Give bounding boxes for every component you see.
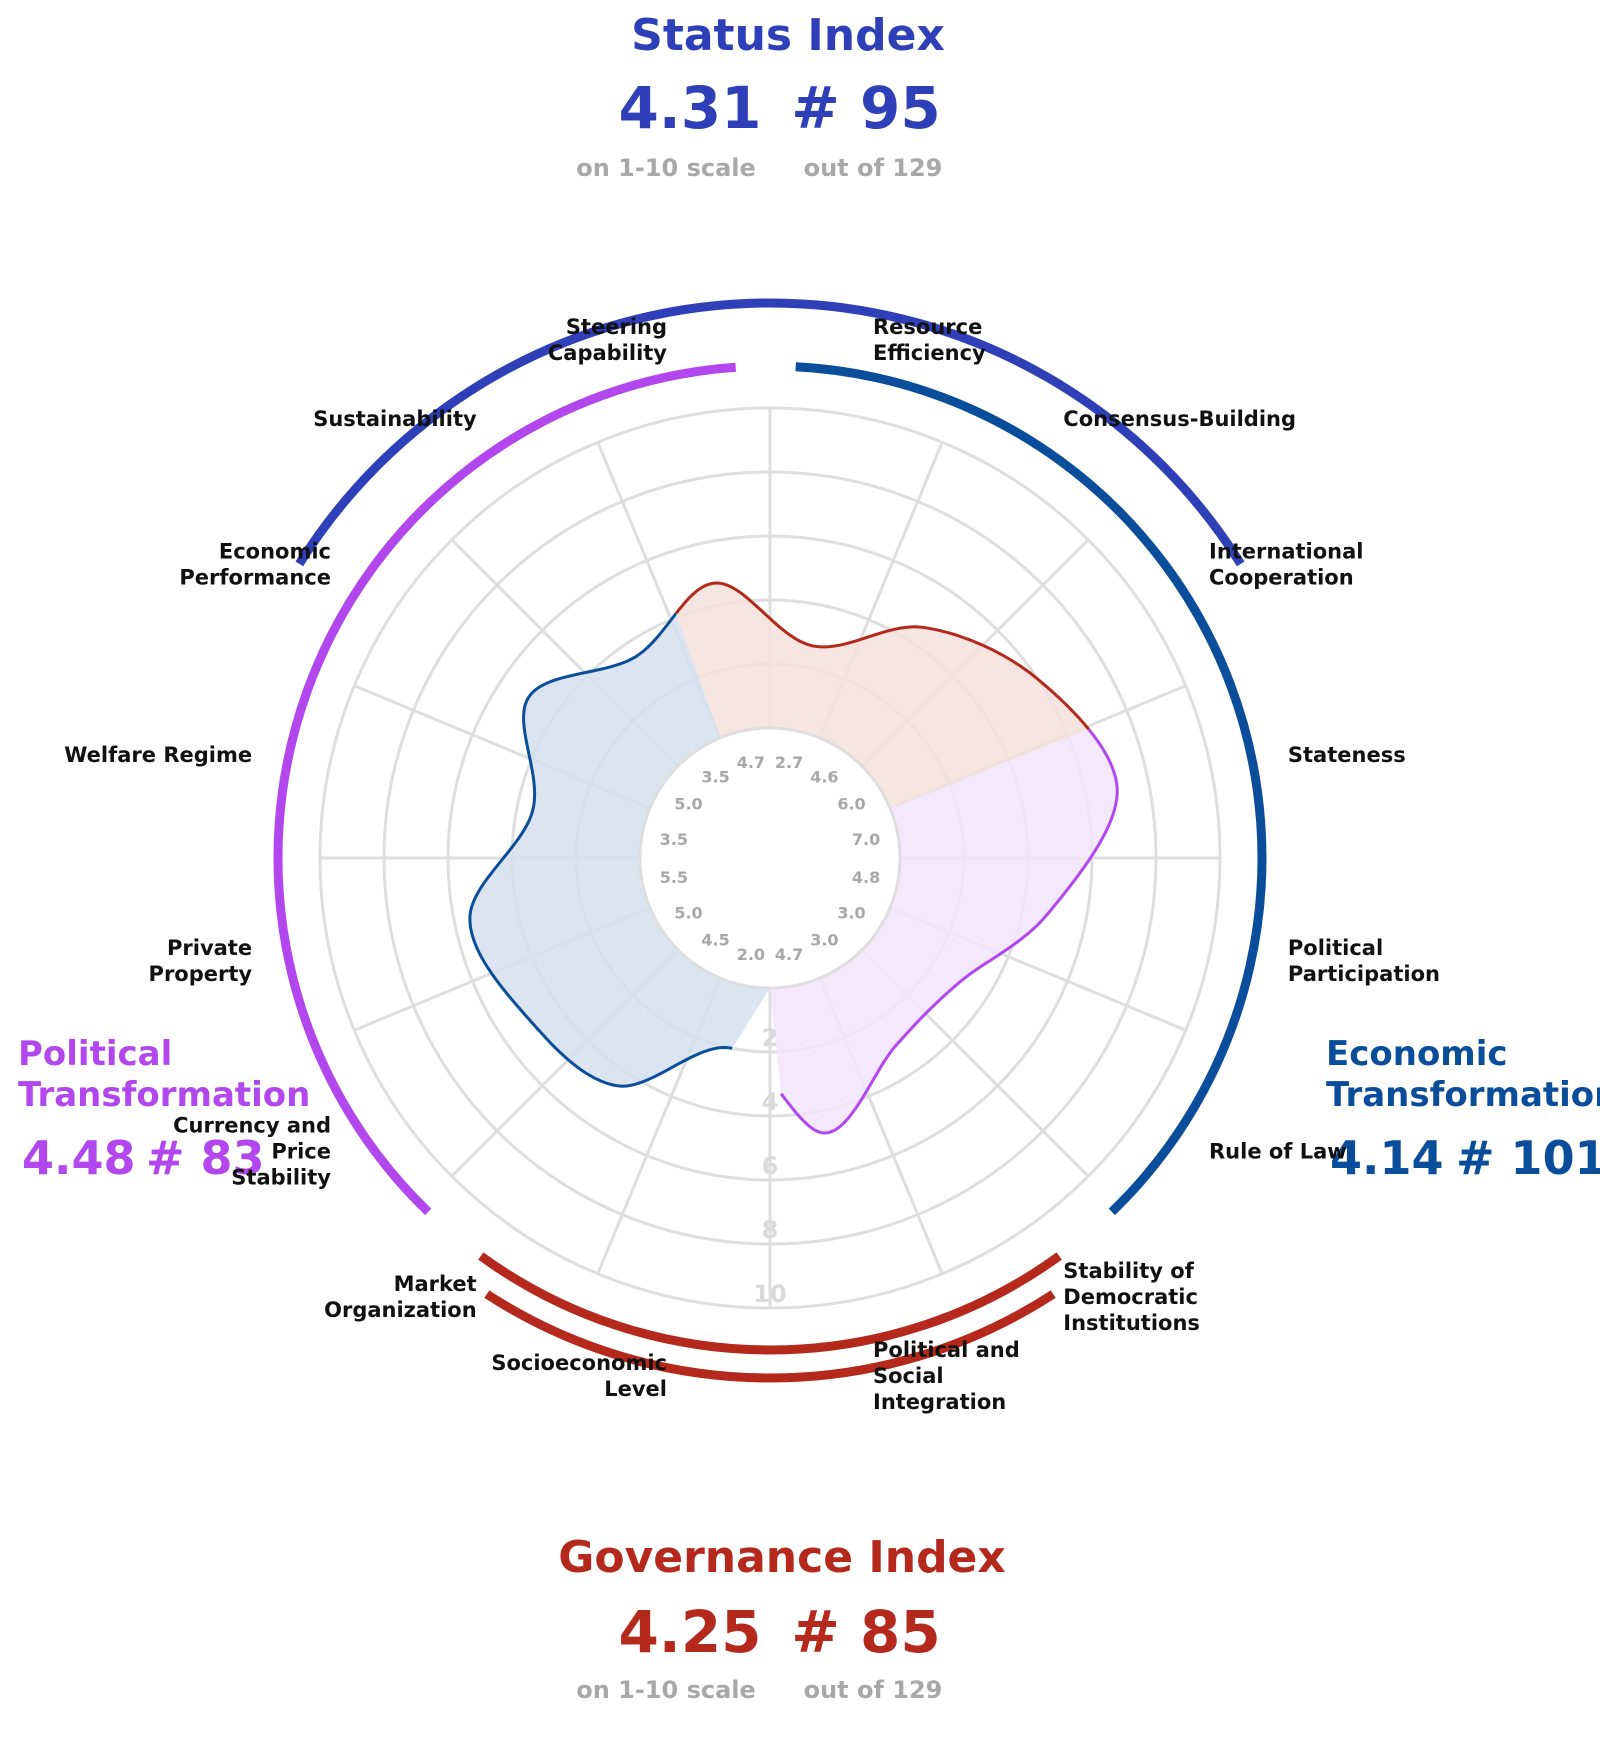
value-label: 7.0	[852, 830, 880, 849]
value-label: 2.0	[737, 945, 765, 964]
status-index-score: 4.31	[618, 74, 761, 142]
political-transformation-rank: # 83	[146, 1131, 265, 1185]
dimension-label: Political and Social Integration	[873, 1338, 1020, 1414]
economic-transformation-score: 4.14	[1330, 1131, 1444, 1185]
economic-transformation-title-line1: Economic	[1326, 1034, 1508, 1074]
value-label: 4.8	[852, 868, 880, 887]
governance-index-score-note: on 1-10 scale	[576, 1676, 756, 1704]
value-label: 4.7	[775, 945, 803, 964]
value-label: 4.6	[810, 768, 838, 787]
scale-tick-label: 4	[762, 1088, 779, 1116]
governance-index-arc	[484, 1290, 1056, 1383]
political-line	[779, 728, 1119, 1135]
governance-area	[676, 583, 1089, 809]
political-area	[770, 729, 1118, 1133]
value-label: 3.5	[701, 768, 729, 787]
radar-scale-ticks: 2 4 6 8 10	[753, 1024, 786, 1308]
dimension-label: Currency and Price Stability	[173, 1113, 331, 1189]
dimension-label: Resource Efficiency	[873, 315, 986, 365]
political-transformation-header: Political Transformation 4.48 # 83	[18, 1034, 310, 1185]
dimension-label: Economic Performance	[179, 540, 331, 590]
dimension-label: Stateness	[1288, 743, 1406, 767]
dimension-label: Stability of Democratic Institutions	[1063, 1259, 1200, 1335]
political-transformation-score: 4.48	[22, 1131, 136, 1185]
value-label: 5.0	[674, 795, 702, 814]
radar-value-labels: 2.0 4.5 5.0 5.5 3.5 5.0 3.5 4.7 2.7 4.6 6.0 7.0 4.8 3…	[660, 753, 881, 964]
index-arcs	[273, 298, 1267, 1383]
status-index-rank: # 95	[791, 74, 941, 142]
governance-arc	[478, 1252, 1062, 1355]
value-label: 4.5	[701, 931, 729, 950]
dimension-label: International Cooperation	[1209, 540, 1364, 590]
dimension-label: Socioeconomic Level	[491, 1351, 667, 1401]
dimension-label: Market Organization	[324, 1272, 477, 1322]
value-label: 5.0	[674, 903, 702, 922]
governance-index-header: Governance Index 4.25 # 85 on 1-10 scale…	[558, 1532, 1006, 1704]
economic-transformation-rank: # 101	[1456, 1131, 1600, 1185]
status-index-title: Status Index	[631, 10, 945, 61]
value-label: 3.5	[660, 830, 688, 849]
dimension-label: Sustainability	[313, 407, 477, 431]
economic-transformation-header: Economic Transformation 4.14 # 101	[1326, 1034, 1600, 1185]
value-label: 6.0	[837, 795, 865, 814]
economic-area	[469, 613, 770, 1087]
dimension-label: Private Property	[149, 936, 253, 986]
governance-index-rank: # 85	[791, 1598, 941, 1666]
scale-tick-label: 8	[762, 1216, 779, 1244]
political-transformation-arc	[273, 362, 737, 1216]
economic-transformation-arc	[795, 362, 1267, 1216]
political-transformation-title-line1: Political	[18, 1034, 172, 1074]
value-label: 5.5	[660, 868, 688, 887]
radar-areas	[468, 581, 1119, 1135]
status-index-rank-note: out of 129	[804, 154, 943, 182]
status-index-header: Status Index 4.31 # 95 on 1-10 scale out…	[576, 10, 945, 182]
radar-center	[638, 726, 902, 990]
scale-tick-label: 6	[762, 1152, 779, 1180]
governance-index-title: Governance Index	[558, 1532, 1006, 1583]
dimension-label: Consensus-Building	[1063, 407, 1296, 431]
value-label: 3.0	[810, 931, 838, 950]
economic-line	[468, 612, 733, 1088]
value-label: 3.0	[837, 903, 865, 922]
governance-index-rank-note: out of 129	[804, 1676, 943, 1704]
status-index-arc	[295, 298, 1245, 567]
dimension-label: Welfare Regime	[64, 743, 252, 767]
radar-dimension-labels: Socioeconomic Level Market Organization Curr…	[64, 315, 1440, 1414]
scale-tick-label: 2	[762, 1024, 779, 1052]
political-transformation-title-line2: Transformation	[18, 1075, 310, 1115]
dimension-label: Steering Capability	[548, 315, 667, 365]
radar-inner-circle	[638, 726, 902, 990]
governance-line	[674, 581, 1091, 731]
value-label: 2.7	[775, 753, 803, 772]
value-label: 4.7	[737, 753, 765, 772]
dimension-label: Political Participation	[1288, 936, 1440, 986]
dimension-label: Rule of Law	[1209, 1139, 1347, 1163]
governance-index-score: 4.25	[618, 1598, 761, 1666]
economic-transformation-title-line2: Transformation	[1326, 1075, 1600, 1115]
status-index-score-note: on 1-10 scale	[576, 154, 756, 182]
scale-tick-label: 10	[753, 1280, 786, 1308]
